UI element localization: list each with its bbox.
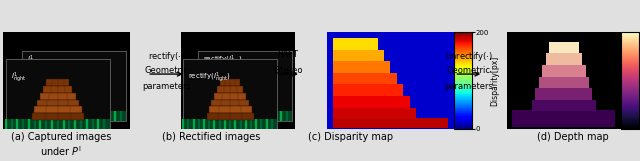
- FancyBboxPatch shape: [229, 85, 261, 92]
- FancyBboxPatch shape: [51, 99, 99, 106]
- Text: $I^1_{\mathrm{left}}$: $I^1_{\mathrm{left}}$: [28, 53, 40, 67]
- Text: (a) Captured images
under $P^{\mathrm{I}}$: (a) Captured images under $P^{\mathrm{I}…: [11, 132, 111, 158]
- Text: parameters: parameters: [142, 82, 191, 91]
- FancyBboxPatch shape: [223, 99, 266, 106]
- FancyBboxPatch shape: [333, 50, 384, 61]
- FancyBboxPatch shape: [333, 61, 390, 73]
- Text: rectify($I^1_{\mathrm{right}}$): rectify($I^1_{\mathrm{right}}$): [188, 70, 231, 85]
- FancyBboxPatch shape: [539, 77, 589, 88]
- FancyBboxPatch shape: [333, 118, 447, 128]
- Text: (c) Disparity map: (c) Disparity map: [308, 132, 394, 142]
- FancyBboxPatch shape: [220, 79, 241, 86]
- Text: (b) Rectified images: (b) Rectified images: [162, 132, 260, 142]
- Text: rectify($\cdot$): rectify($\cdot$): [148, 50, 185, 63]
- FancyBboxPatch shape: [333, 108, 416, 119]
- FancyBboxPatch shape: [549, 42, 579, 53]
- FancyBboxPatch shape: [48, 106, 100, 112]
- Text: rectify($I^1_{\mathrm{left}}$): rectify($I^1_{\mathrm{left}}$): [203, 53, 243, 67]
- FancyBboxPatch shape: [56, 85, 92, 92]
- FancyBboxPatch shape: [6, 59, 110, 129]
- Y-axis label: Disparity[px]: Disparity[px]: [491, 55, 500, 106]
- Text: $I^1_{\mathrm{right}}$: $I^1_{\mathrm{right}}$: [11, 70, 26, 85]
- Text: Geometric: Geometric: [145, 66, 188, 75]
- Text: (d) Depth map: (d) Depth map: [537, 132, 609, 142]
- Text: RAFT: RAFT: [278, 50, 298, 59]
- FancyBboxPatch shape: [333, 84, 403, 96]
- FancyBboxPatch shape: [226, 92, 264, 99]
- FancyBboxPatch shape: [221, 106, 268, 112]
- FancyBboxPatch shape: [34, 106, 82, 114]
- FancyBboxPatch shape: [6, 119, 110, 129]
- FancyBboxPatch shape: [44, 86, 72, 93]
- Text: parameters: parameters: [444, 82, 493, 91]
- FancyBboxPatch shape: [513, 110, 615, 127]
- FancyBboxPatch shape: [198, 111, 292, 121]
- FancyBboxPatch shape: [22, 51, 126, 121]
- FancyBboxPatch shape: [22, 111, 126, 121]
- FancyBboxPatch shape: [63, 71, 86, 78]
- FancyBboxPatch shape: [532, 100, 596, 111]
- FancyBboxPatch shape: [46, 79, 69, 86]
- Text: unrectify($\cdot$): unrectify($\cdot$): [445, 50, 493, 63]
- FancyBboxPatch shape: [209, 106, 252, 114]
- FancyBboxPatch shape: [183, 59, 277, 129]
- FancyBboxPatch shape: [54, 92, 95, 99]
- Text: -Stereo: -Stereo: [273, 66, 303, 75]
- FancyBboxPatch shape: [235, 71, 255, 78]
- FancyBboxPatch shape: [333, 38, 378, 50]
- FancyBboxPatch shape: [333, 96, 410, 108]
- Text: Geometric: Geometric: [447, 66, 491, 75]
- FancyBboxPatch shape: [32, 114, 84, 120]
- FancyBboxPatch shape: [217, 86, 243, 93]
- FancyBboxPatch shape: [542, 65, 586, 77]
- FancyBboxPatch shape: [60, 78, 89, 85]
- FancyBboxPatch shape: [535, 88, 593, 100]
- FancyBboxPatch shape: [207, 114, 253, 120]
- FancyBboxPatch shape: [183, 119, 277, 129]
- FancyBboxPatch shape: [214, 93, 246, 99]
- FancyBboxPatch shape: [37, 99, 79, 106]
- FancyBboxPatch shape: [198, 51, 292, 121]
- FancyBboxPatch shape: [232, 78, 258, 85]
- FancyBboxPatch shape: [545, 53, 582, 65]
- FancyBboxPatch shape: [333, 73, 397, 84]
- FancyBboxPatch shape: [211, 99, 249, 106]
- FancyBboxPatch shape: [40, 93, 76, 99]
